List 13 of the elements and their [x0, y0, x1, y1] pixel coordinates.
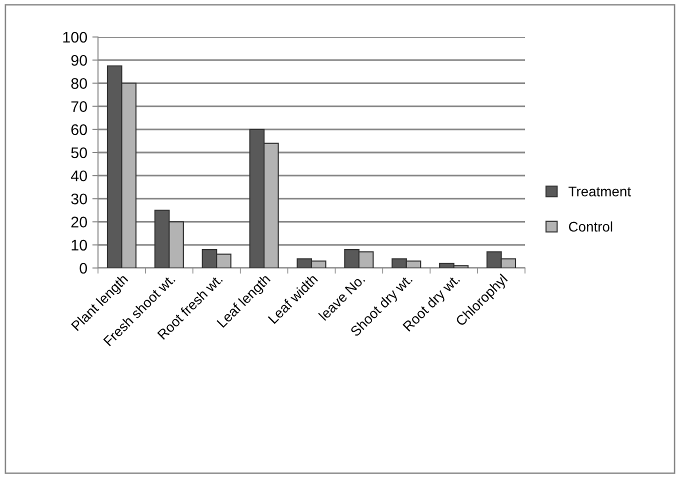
y-tick-label: 70: [71, 101, 87, 112]
y-tick-label: 30: [71, 194, 87, 204]
legend-label: Treatment: [568, 186, 631, 196]
y-tick-label: 60: [71, 124, 87, 136]
y-tick-label: 10: [72, 240, 87, 251]
y-tick-label: 40: [70, 170, 87, 182]
y-tick-label: 20: [71, 216, 87, 228]
y-tick-label: 100: [63, 32, 87, 43]
legend-label: Control: [568, 221, 612, 232]
y-tick-label: 50: [71, 147, 87, 158]
y-tick-label: 80: [71, 78, 87, 89]
y-tick-label: 0: [80, 262, 87, 274]
y-tick-label: 90: [71, 54, 87, 66]
